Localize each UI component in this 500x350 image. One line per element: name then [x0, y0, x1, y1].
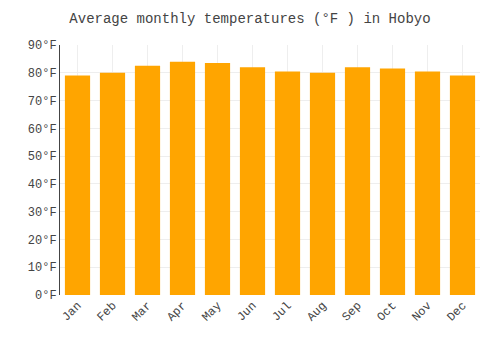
- svg-text:Oct: Oct: [374, 299, 399, 324]
- svg-text:Mar: Mar: [129, 299, 154, 324]
- svg-text:Nov: Nov: [409, 299, 434, 324]
- svg-text:80°F: 80°F: [28, 67, 57, 81]
- svg-text:30°F: 30°F: [28, 206, 57, 220]
- svg-text:Dec: Dec: [444, 299, 469, 324]
- svg-text:Average monthly temperatures (: Average monthly temperatures (°F ) in Ho…: [69, 11, 430, 27]
- svg-text:Aug: Aug: [304, 299, 329, 324]
- svg-text:70°F: 70°F: [28, 95, 57, 109]
- svg-text:Jan: Jan: [59, 299, 84, 324]
- svg-text:Apr: Apr: [164, 299, 189, 324]
- svg-text:90°F: 90°F: [28, 39, 57, 53]
- svg-text:0°F: 0°F: [35, 289, 57, 303]
- svg-text:40°F: 40°F: [28, 178, 57, 192]
- svg-text:Feb: Feb: [94, 299, 119, 324]
- svg-text:Jul: Jul: [269, 299, 294, 324]
- svg-text:10°F: 10°F: [28, 261, 57, 275]
- svg-text:Jun: Jun: [234, 299, 259, 324]
- svg-text:Sep: Sep: [339, 299, 364, 324]
- svg-text:20°F: 20°F: [28, 234, 57, 248]
- svg-text:May: May: [199, 299, 224, 324]
- svg-text:60°F: 60°F: [28, 123, 57, 137]
- svg-text:50°F: 50°F: [28, 150, 57, 164]
